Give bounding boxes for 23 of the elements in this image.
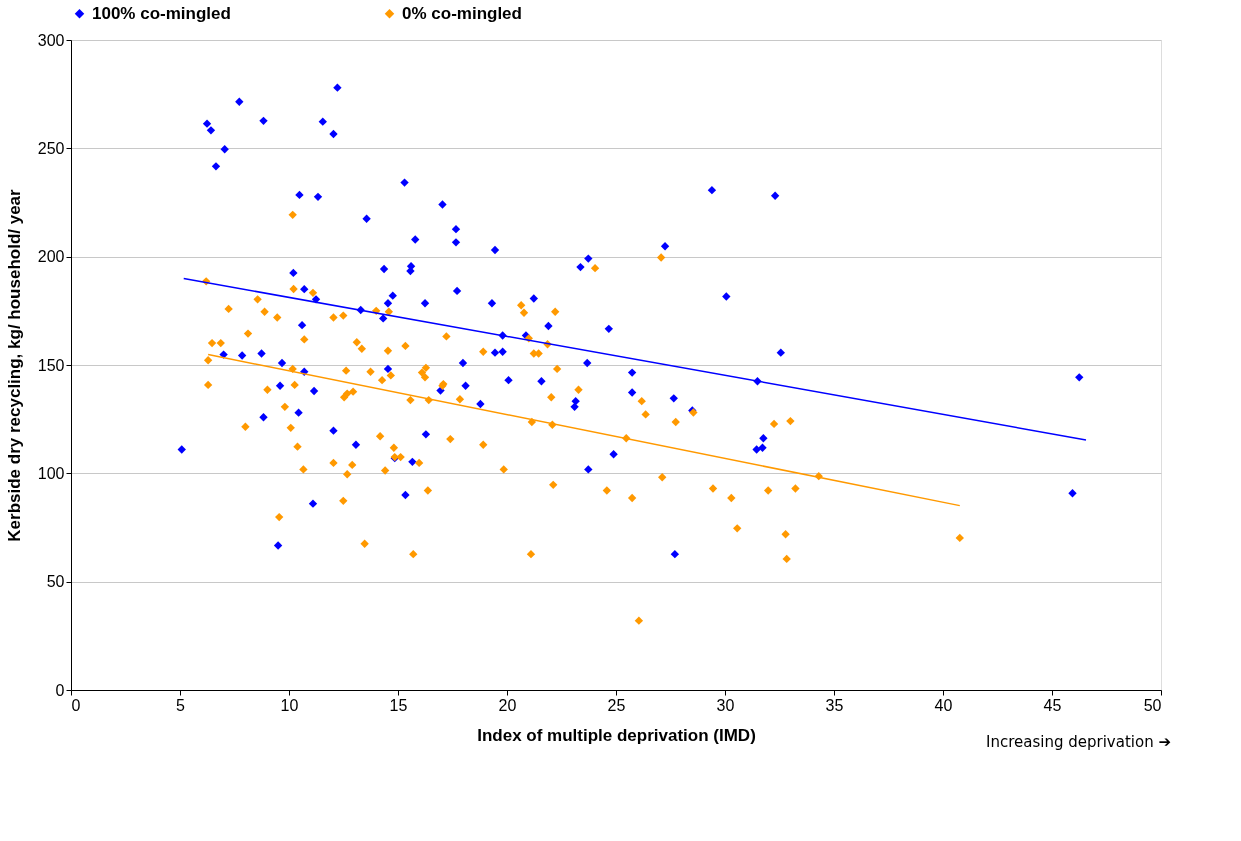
y-tick-label: 50 (46, 573, 65, 591)
x-tick-label: 30 (716, 696, 735, 714)
x-tick-label: 35 (825, 696, 844, 714)
x-tick-label: 15 (389, 696, 408, 714)
y-axis-title: Kerbside dry recycling, kg/ household/ year (4, 188, 24, 542)
x-tick-label: 50 (1143, 696, 1162, 714)
x-tick-label: 40 (934, 696, 953, 714)
legend-label: 100% co-mingled (92, 3, 231, 23)
x-tick-label: 25 (607, 696, 626, 714)
y-tick-label: 250 (37, 139, 65, 157)
y-tick-label: 150 (37, 356, 65, 374)
x-tick-label: 45 (1043, 696, 1062, 714)
legend-label: 0% co-mingled (402, 3, 522, 23)
x-axis-title: Index of multiple deprivation (IMD) (477, 725, 756, 745)
x-tick-label: 20 (498, 696, 517, 714)
y-tick-label: 100 (37, 464, 65, 482)
y-tick-label: 0 (55, 681, 65, 699)
x-tick-label: 0 (71, 696, 81, 714)
y-tick-label: 300 (37, 31, 65, 49)
text: Increasing deprivation ➔ (986, 733, 1171, 751)
x-tick-label: 5 (176, 696, 186, 714)
y-tick-label: 200 (37, 248, 65, 266)
x-tick-label: 10 (280, 696, 299, 714)
